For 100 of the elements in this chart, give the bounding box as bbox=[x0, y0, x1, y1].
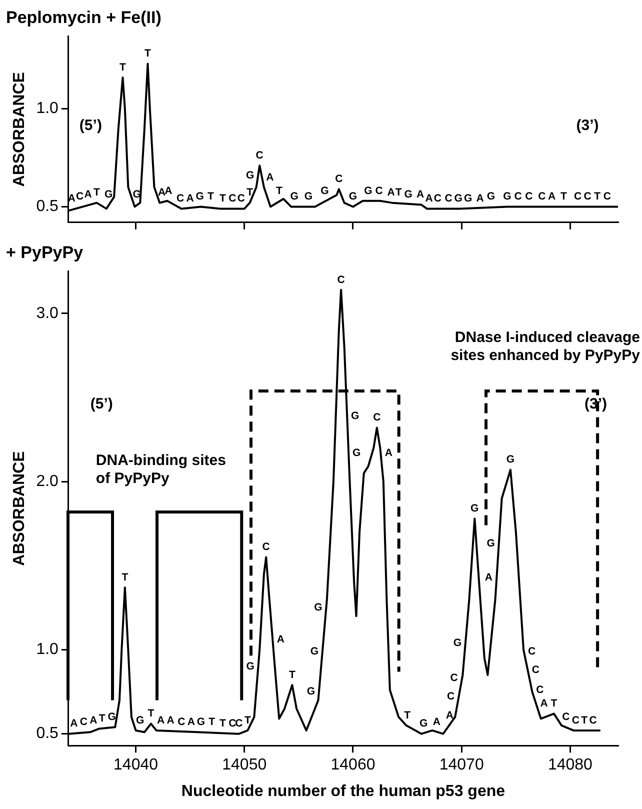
annotation: T bbox=[120, 61, 127, 74]
annotation: G bbox=[486, 538, 495, 550]
annotation: T bbox=[246, 186, 254, 199]
y-tick-label: 0.5 bbox=[36, 725, 59, 742]
annotation: (5’) bbox=[90, 395, 113, 412]
annotation: G bbox=[196, 190, 204, 203]
annotation: G bbox=[108, 710, 116, 723]
annotation: T bbox=[594, 190, 602, 203]
annotation: C bbox=[450, 672, 458, 684]
annotation: G bbox=[320, 184, 329, 197]
y-tick-label: 1.0 bbox=[36, 641, 59, 658]
annotation: T bbox=[93, 186, 100, 199]
annotation: G bbox=[470, 502, 479, 514]
annotation: G bbox=[246, 169, 254, 182]
annotation: A bbox=[432, 716, 441, 728]
annotation: C bbox=[538, 190, 546, 203]
annotation: A bbox=[156, 714, 165, 726]
x-tick-label: 14070 bbox=[439, 756, 484, 774]
annotation: C bbox=[337, 274, 346, 286]
annotation: C bbox=[256, 150, 264, 162]
annotation: A bbox=[548, 190, 556, 203]
y-tick-label: 1.0 bbox=[36, 100, 59, 118]
annotation: G bbox=[454, 192, 462, 205]
x-tick-label: 14060 bbox=[330, 756, 376, 774]
annotation: G bbox=[351, 410, 360, 422]
annotation: G bbox=[486, 190, 496, 203]
annotation: G bbox=[246, 660, 254, 672]
annotation: C bbox=[603, 190, 612, 203]
annotation: G bbox=[453, 636, 462, 649]
y-tick-label: 0.5 bbox=[36, 198, 59, 216]
annotation: T bbox=[288, 668, 296, 681]
annotation: A bbox=[166, 714, 175, 726]
annotation: T bbox=[395, 186, 402, 199]
annotation: C bbox=[176, 192, 185, 205]
annotation: G bbox=[506, 454, 515, 466]
annotation: A bbox=[416, 188, 425, 201]
annotation: T bbox=[148, 708, 155, 720]
annotation: C bbox=[536, 684, 544, 696]
annotation: G bbox=[464, 192, 472, 205]
chart-title: Peplomycin + Fe(II) bbox=[6, 8, 162, 27]
annotation: G bbox=[304, 190, 313, 203]
annotation: C bbox=[373, 412, 382, 424]
y-tick-label: 2.0 bbox=[36, 473, 59, 490]
annotation: C bbox=[228, 718, 237, 730]
annotation: G bbox=[503, 190, 512, 203]
annotation: (5’) bbox=[79, 116, 102, 134]
annotation: C bbox=[80, 716, 88, 728]
annotation: DNA-binding sites of PyPyPy bbox=[96, 452, 226, 488]
annotation: G bbox=[348, 190, 358, 203]
annotation: C bbox=[444, 192, 453, 205]
annotation: T bbox=[122, 571, 129, 584]
annotation: T bbox=[581, 714, 588, 726]
annotation: G bbox=[104, 188, 113, 201]
annotation: T bbox=[219, 192, 226, 205]
annotation: C bbox=[335, 173, 344, 186]
annotation: A bbox=[68, 192, 76, 205]
x-axis-title: Nucleotide number of the human p53 gene bbox=[181, 782, 506, 800]
y-axis-title: ABSORBANCE bbox=[11, 72, 28, 187]
annotation: A bbox=[90, 714, 98, 726]
annotation: G bbox=[290, 190, 298, 203]
annotation: T bbox=[244, 714, 252, 726]
annotation: C bbox=[434, 192, 442, 205]
annotation: C bbox=[237, 192, 246, 205]
annotation: C bbox=[584, 190, 592, 203]
annotation: T bbox=[560, 190, 568, 203]
annotation: C bbox=[228, 192, 237, 205]
annotation: T bbox=[219, 718, 226, 730]
annotation: (3’) bbox=[584, 395, 608, 412]
y-tick-label: 3.0 bbox=[36, 304, 59, 322]
annotation: G bbox=[196, 716, 206, 728]
annotation: G bbox=[306, 686, 316, 698]
annotation: C bbox=[235, 718, 244, 730]
annotation: C bbox=[514, 190, 522, 203]
annotation: A bbox=[266, 171, 274, 184]
x-tick-label: 14040 bbox=[114, 756, 158, 774]
annotation: A bbox=[70, 718, 78, 730]
annotation: A bbox=[425, 192, 434, 205]
annotation: C bbox=[76, 190, 84, 203]
annotation: DNase I-induced cleavage sites enhanced by PyPyPy bbox=[450, 328, 641, 364]
annotation: G bbox=[310, 645, 319, 658]
annotation: C bbox=[446, 690, 455, 703]
annotation: A bbox=[276, 634, 285, 646]
annotation: G bbox=[136, 714, 144, 726]
annotation: T bbox=[98, 712, 106, 725]
annotation: C bbox=[574, 190, 582, 203]
annotation: A bbox=[187, 716, 196, 728]
annotation: A bbox=[158, 186, 166, 199]
annotation: A bbox=[164, 184, 173, 197]
annotation: A bbox=[384, 446, 393, 459]
annotation: C bbox=[532, 664, 540, 676]
annotation: A bbox=[540, 697, 548, 710]
annotation: C bbox=[562, 710, 570, 723]
x-tick-label: 14050 bbox=[222, 756, 267, 774]
annotation: G bbox=[420, 718, 428, 730]
annotation: C bbox=[525, 190, 534, 203]
annotation: C bbox=[262, 541, 270, 554]
chart-title: + PyPyPy bbox=[6, 242, 84, 262]
annotation: A bbox=[84, 188, 92, 201]
y-axis-title: ABSORBANCE bbox=[11, 450, 28, 566]
x-tick-label: 14080 bbox=[548, 756, 593, 774]
